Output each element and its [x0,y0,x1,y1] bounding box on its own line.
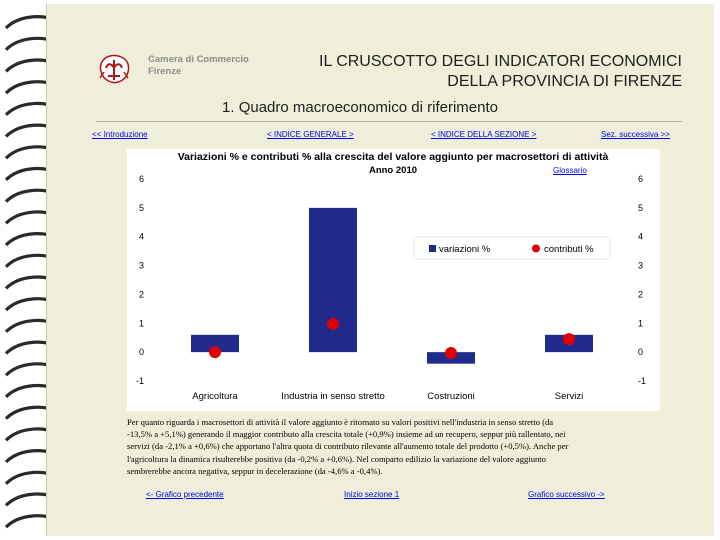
intro-link[interactable]: << Introduzione [92,130,148,139]
general-index-link[interactable]: < INDICE GENERALE > [267,130,354,139]
y-tick-label-left: 6 [139,174,144,184]
chamber-of-commerce-logo [99,54,130,84]
y-tick-label-right: 5 [638,203,643,213]
legend-label-points: contributi % [544,244,594,255]
previous-chart-link[interactable]: <- Grafico precedente [146,490,224,499]
y-tick-label-left: 5 [139,203,144,213]
y-tick-label-right: 1 [638,318,643,328]
y-tick-label-right: 4 [638,232,643,242]
legend-swatch-bars [429,245,436,252]
y-tick-label-right: -1 [638,376,646,386]
bar-chart: Variazioni % e contributi % alla crescit… [136,151,646,402]
section-start-link[interactable]: Inizio sezione 1 [344,490,400,499]
y-tick-label-right: 0 [638,347,643,357]
header-divider [96,121,682,122]
y-tick-label-left: 2 [139,289,144,299]
y-tick-label-left: -1 [136,376,144,386]
legend-box [413,236,611,260]
chart-title-line1: Variazioni % e contributi % alla crescit… [178,151,609,163]
y-tick-label-left: 4 [139,232,144,242]
page-title: IL CRUSCOTTO DEGLI INDICATORI ECONOMICI … [319,53,682,90]
y-tick-label-right: 6 [638,174,643,184]
logo-text: Camera di Commercio Firenze [148,54,249,77]
x-tick-label: Servizi [555,391,584,402]
legend-swatch-points [532,244,540,253]
y-tick-label-left: 0 [139,347,144,357]
x-tick-label: Agricoltura [192,391,238,402]
chart-title-line2: Anno 2010 [369,165,417,176]
section-subtitle: 1. Quadro macroeconomico di riferimento [222,99,498,116]
point-1 [209,346,221,359]
point-2 [327,317,339,330]
commentary-text: Per quanto riguarda i macrosettori di at… [127,416,657,477]
x-tick-label: Industria in senso stretto [281,391,385,402]
y-tick-label-right: 2 [638,289,643,299]
glossary-link[interactable]: Glossario [553,166,587,175]
legend-label-bars: variazioni % [439,244,491,255]
next-section-link[interactable]: Sez. successiva >> [601,130,670,139]
commentary-line: sembrerebbe ancora negativa, seppur in d… [127,465,383,476]
x-tick-label: Costruzioni [427,391,475,402]
bar-1 [191,334,239,353]
commentary-line: -13,5% a +5,1%) generando il maggior con… [127,429,566,440]
point-4 [563,333,575,346]
y-tick-label-right: 3 [638,261,643,271]
chart-panel: Variazioni % e contributi % alla crescit… [127,149,660,411]
commentary-line: Per quanto riguarda i macrosettori di at… [127,417,554,427]
bar-2 [309,207,357,353]
next-chart-link[interactable]: Grafico successivo -> [528,490,605,499]
commentary-line: servizi (da -2,1% a +0,6%) che apportano… [127,441,569,452]
y-tick-label-left: 3 [139,261,144,271]
point-3 [445,347,457,360]
commentary-line: l'agricoltura la dinamica risulterebbe p… [127,453,546,464]
section-index-link[interactable]: < INDICE DELLA SEZIONE > [431,130,537,139]
y-tick-label-left: 1 [139,318,144,328]
